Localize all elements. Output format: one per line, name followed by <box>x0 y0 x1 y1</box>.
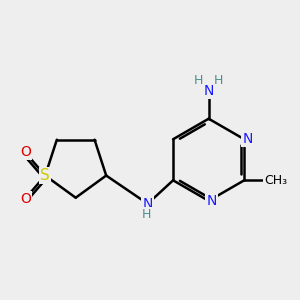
Text: N: N <box>242 132 253 146</box>
Text: H: H <box>194 74 204 87</box>
Text: S: S <box>40 168 50 183</box>
Text: O: O <box>20 145 31 159</box>
Text: N: N <box>207 194 217 208</box>
Text: H: H <box>142 208 152 221</box>
Text: N: N <box>203 84 214 98</box>
Text: N: N <box>142 197 153 211</box>
Text: O: O <box>20 192 31 206</box>
Text: CH₃: CH₃ <box>264 174 287 187</box>
Text: H: H <box>214 74 223 87</box>
